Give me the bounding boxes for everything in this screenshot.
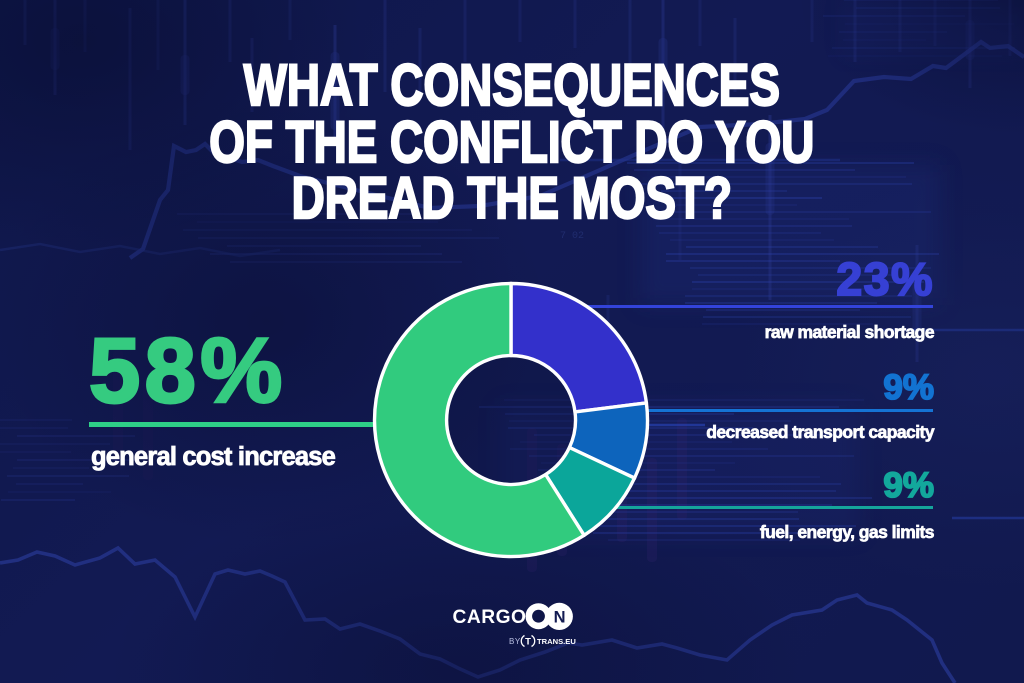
- svg-text:BY: BY: [509, 637, 521, 646]
- svg-text:TRANS.EU: TRANS.EU: [537, 637, 576, 646]
- svg-text:T: T: [525, 636, 531, 647]
- svg-text:CARGO: CARGO: [453, 607, 527, 628]
- svg-text:N: N: [554, 608, 566, 626]
